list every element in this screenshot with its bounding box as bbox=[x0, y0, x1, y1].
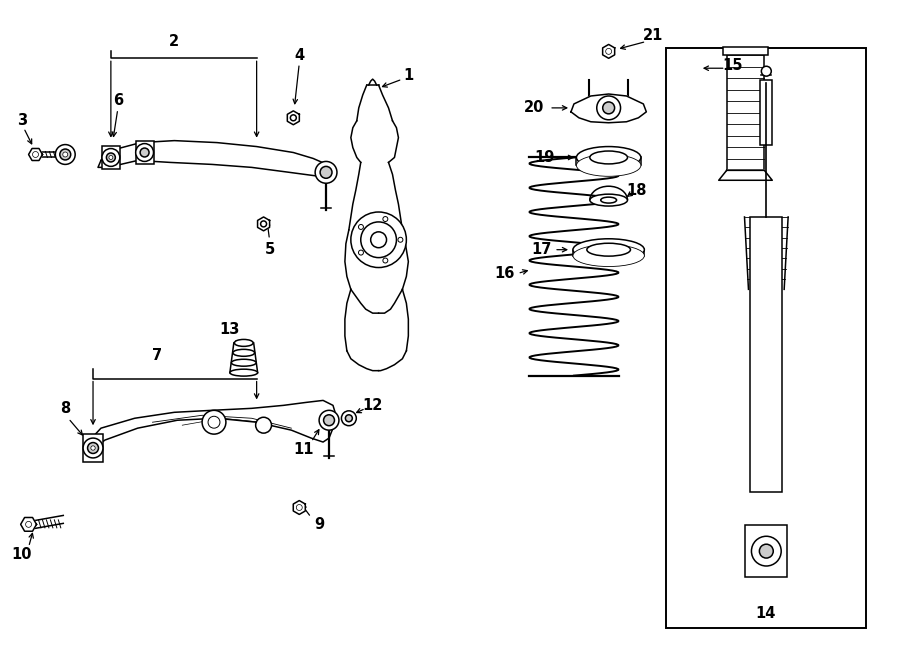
Text: 5: 5 bbox=[265, 242, 274, 257]
Circle shape bbox=[752, 536, 781, 566]
Polygon shape bbox=[98, 141, 336, 180]
Circle shape bbox=[106, 153, 115, 162]
Circle shape bbox=[109, 155, 112, 159]
Polygon shape bbox=[29, 149, 42, 161]
Circle shape bbox=[136, 143, 154, 161]
Polygon shape bbox=[293, 500, 305, 514]
Circle shape bbox=[202, 410, 226, 434]
Circle shape bbox=[208, 416, 220, 428]
Text: 13: 13 bbox=[220, 321, 240, 336]
Circle shape bbox=[140, 148, 149, 157]
Ellipse shape bbox=[233, 350, 255, 356]
Ellipse shape bbox=[587, 243, 631, 256]
Text: 7: 7 bbox=[152, 348, 163, 364]
Polygon shape bbox=[571, 94, 646, 123]
Circle shape bbox=[324, 415, 335, 426]
Circle shape bbox=[761, 66, 771, 76]
Ellipse shape bbox=[573, 245, 644, 266]
Ellipse shape bbox=[590, 194, 627, 206]
Circle shape bbox=[603, 102, 615, 114]
Circle shape bbox=[382, 217, 388, 221]
Circle shape bbox=[261, 221, 266, 227]
Ellipse shape bbox=[230, 369, 257, 376]
Circle shape bbox=[59, 149, 71, 160]
Circle shape bbox=[341, 411, 356, 426]
Ellipse shape bbox=[573, 239, 644, 260]
Text: 8: 8 bbox=[60, 401, 70, 416]
Bar bbox=[723, 48, 769, 56]
Text: 4: 4 bbox=[294, 48, 304, 63]
Text: 16: 16 bbox=[494, 266, 515, 281]
Circle shape bbox=[398, 237, 403, 242]
Bar bbox=[726, 56, 764, 171]
Circle shape bbox=[346, 415, 352, 422]
Polygon shape bbox=[257, 217, 270, 231]
Circle shape bbox=[597, 96, 621, 120]
Polygon shape bbox=[603, 44, 615, 58]
Bar bbox=[83, 434, 103, 462]
Bar bbox=[760, 80, 772, 145]
Text: 10: 10 bbox=[12, 547, 32, 562]
Text: 17: 17 bbox=[531, 242, 552, 257]
Circle shape bbox=[25, 522, 32, 527]
Circle shape bbox=[320, 410, 339, 430]
Ellipse shape bbox=[576, 155, 641, 176]
Circle shape bbox=[606, 48, 612, 54]
Circle shape bbox=[361, 222, 397, 258]
Circle shape bbox=[296, 504, 302, 510]
Circle shape bbox=[760, 544, 773, 558]
Circle shape bbox=[63, 152, 68, 157]
Text: 9: 9 bbox=[314, 517, 324, 532]
Ellipse shape bbox=[576, 147, 641, 169]
Text: 21: 21 bbox=[644, 28, 663, 43]
Polygon shape bbox=[719, 171, 772, 180]
Bar bbox=[745, 525, 788, 577]
Circle shape bbox=[83, 438, 103, 458]
Ellipse shape bbox=[231, 360, 256, 366]
Bar bbox=[136, 141, 154, 165]
Text: 20: 20 bbox=[524, 100, 544, 116]
Text: 11: 11 bbox=[293, 442, 313, 457]
Circle shape bbox=[382, 258, 388, 263]
Text: 3: 3 bbox=[16, 113, 27, 128]
Text: 14: 14 bbox=[755, 606, 776, 621]
Text: 1: 1 bbox=[403, 67, 413, 83]
Bar bbox=[102, 145, 120, 169]
Ellipse shape bbox=[590, 151, 627, 164]
Text: 6: 6 bbox=[112, 93, 123, 108]
Text: 15: 15 bbox=[723, 58, 742, 73]
Circle shape bbox=[315, 161, 337, 183]
Circle shape bbox=[351, 212, 407, 268]
Circle shape bbox=[291, 115, 296, 121]
Circle shape bbox=[256, 417, 272, 433]
Circle shape bbox=[32, 151, 39, 157]
Circle shape bbox=[87, 443, 98, 453]
Circle shape bbox=[358, 225, 364, 229]
Circle shape bbox=[320, 167, 332, 178]
Circle shape bbox=[358, 250, 364, 255]
Polygon shape bbox=[86, 401, 336, 455]
Polygon shape bbox=[21, 518, 37, 531]
Circle shape bbox=[371, 232, 386, 248]
Text: 19: 19 bbox=[534, 150, 554, 165]
Polygon shape bbox=[287, 111, 300, 125]
Circle shape bbox=[102, 149, 120, 167]
Bar bbox=[751, 217, 782, 492]
Ellipse shape bbox=[600, 197, 617, 203]
Text: 18: 18 bbox=[626, 182, 647, 198]
Text: 2: 2 bbox=[169, 34, 179, 49]
Text: 12: 12 bbox=[363, 398, 382, 413]
Circle shape bbox=[55, 145, 76, 165]
Ellipse shape bbox=[234, 340, 253, 346]
Circle shape bbox=[91, 446, 95, 450]
Bar bbox=[666, 48, 867, 629]
